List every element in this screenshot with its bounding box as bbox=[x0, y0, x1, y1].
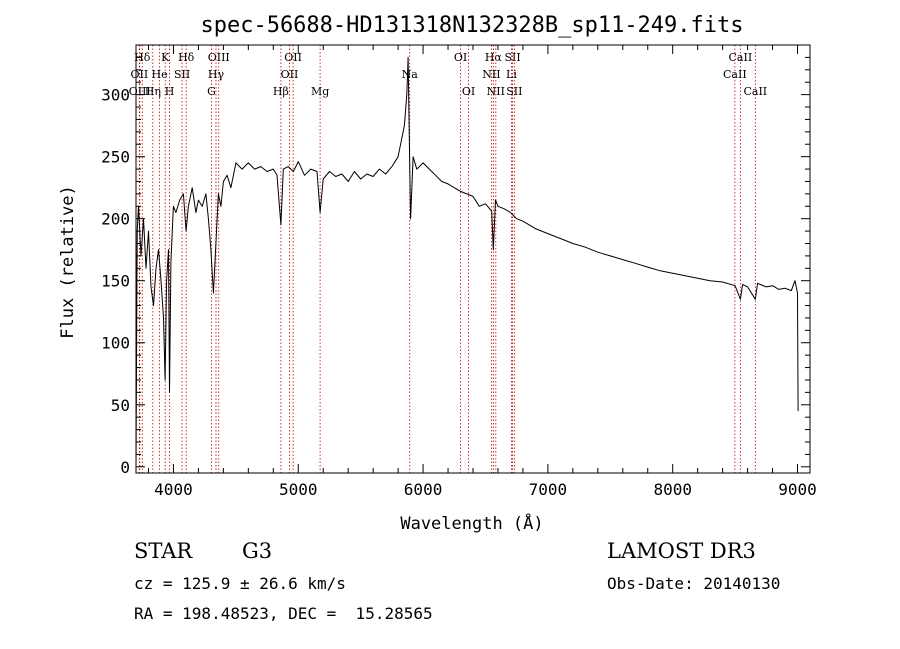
marker-label-2: OIII bbox=[129, 85, 151, 98]
marker-label-27: CaII bbox=[743, 85, 767, 98]
y-tick-label: 300 bbox=[101, 86, 130, 105]
marker-label-0: Hδ bbox=[134, 51, 151, 64]
marker-label-24: SII bbox=[506, 85, 522, 98]
marker-label-17: OI bbox=[454, 51, 467, 64]
series-line-0 bbox=[135, 56, 799, 467]
marker-label-7: H bbox=[165, 85, 175, 98]
marker-label-13: OII bbox=[284, 51, 302, 64]
redshift-text: cz = 125.9 ± 26.6 km/s bbox=[134, 574, 346, 593]
marker-label-10: Hγ bbox=[208, 68, 225, 81]
series-group bbox=[135, 56, 799, 467]
marker-label-26: CaII bbox=[723, 68, 747, 81]
obs-date: Obs-Date: 20140130 bbox=[607, 574, 781, 593]
x-tick-label: 7000 bbox=[529, 480, 568, 499]
y-tick-label: 150 bbox=[101, 272, 130, 291]
coordinates-text: RA = 198.48523, DEC = 15.28565 bbox=[134, 604, 433, 623]
object-subclass: G3 bbox=[242, 539, 273, 563]
y-axis: 0 50 100 150 200 250 300 bbox=[101, 56, 810, 477]
y-tick-label: 0 bbox=[120, 458, 130, 477]
x-axis: 4000 5000 6000 7000 8000 9000 bbox=[147, 45, 817, 499]
marker-label-4: He bbox=[152, 68, 168, 81]
object-class: STAR bbox=[134, 539, 193, 563]
marker-label-23: Li bbox=[506, 68, 517, 81]
x-tick-label: 4000 bbox=[154, 480, 193, 499]
y-tick-label: 50 bbox=[111, 396, 130, 415]
y-tick-label: 200 bbox=[101, 210, 130, 229]
y-tick-label: 250 bbox=[101, 148, 130, 167]
marker-label-22: SII bbox=[504, 51, 520, 64]
plot-frame bbox=[135, 44, 811, 474]
spectrum-chart: spec-56688-HD131318N132328B_sp11-249.fit… bbox=[58, 13, 817, 534]
survey-name: LAMOST DR3 bbox=[607, 539, 756, 563]
marker-label-16: Na bbox=[402, 68, 419, 81]
x-tick-label: 8000 bbox=[653, 480, 692, 499]
x-tick-label: 6000 bbox=[404, 480, 443, 499]
x-axis-label: Wavelength (Å) bbox=[400, 512, 543, 534]
marker-label-3: K bbox=[161, 51, 170, 64]
marker-label-8: Hδ bbox=[178, 51, 195, 64]
marker-label-20: NII bbox=[482, 68, 500, 81]
x-tick-label: 5000 bbox=[279, 480, 318, 499]
y-axis-label: Flux (relative) bbox=[58, 185, 78, 339]
marker-label-12: Hβ bbox=[273, 85, 289, 98]
marker-label-18: OI bbox=[462, 85, 475, 98]
marker-label-25: CaII bbox=[729, 51, 753, 64]
marker-label-14: OII bbox=[281, 68, 299, 81]
chart-title: spec-56688-HD131318N132328B_sp11-249.fit… bbox=[200, 13, 743, 38]
marker-label-19: Hα bbox=[485, 51, 503, 64]
marker-label-21: NII bbox=[487, 85, 505, 98]
marker-label-15: Mg bbox=[311, 85, 329, 98]
x-tick-label: 9000 bbox=[778, 480, 817, 499]
marker-label-11: G bbox=[207, 85, 216, 98]
y-tick-label: 100 bbox=[101, 334, 130, 353]
marker-label-5: Hη bbox=[145, 85, 161, 98]
marker-label-6: SII bbox=[174, 68, 190, 81]
marker-label-9: OIII bbox=[208, 51, 230, 64]
